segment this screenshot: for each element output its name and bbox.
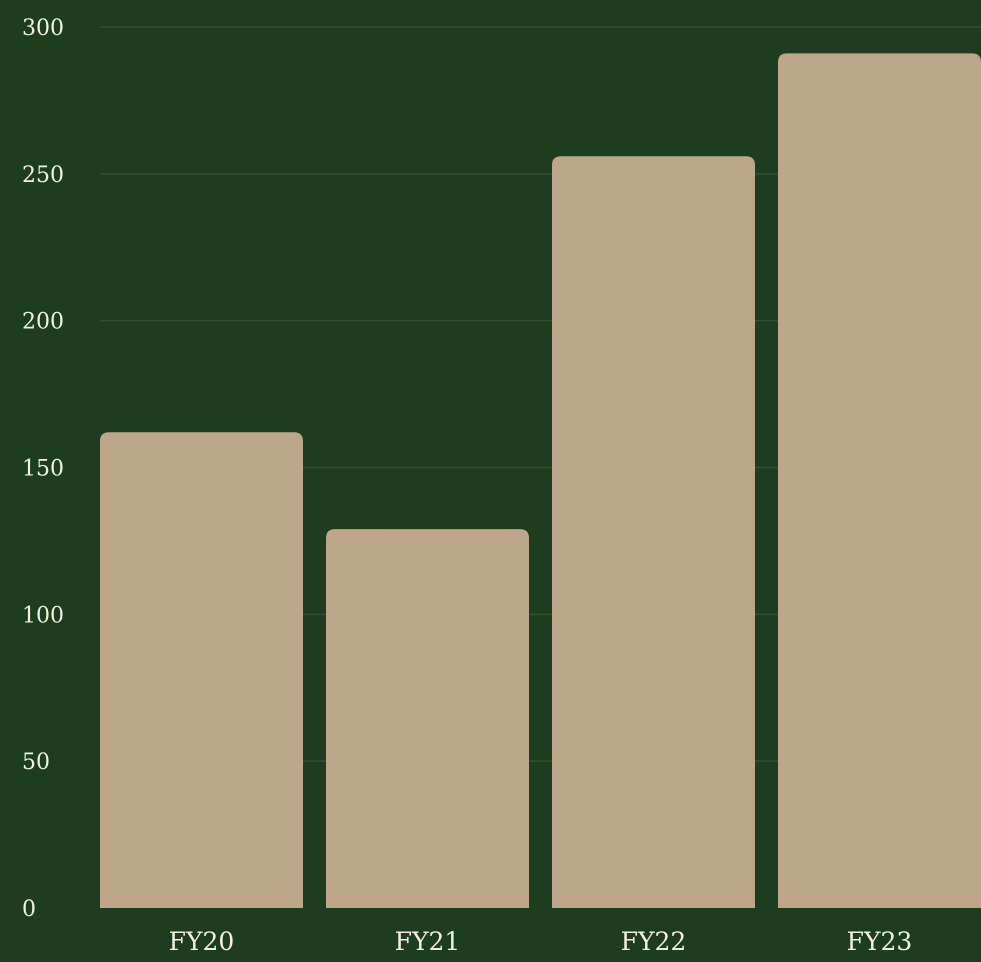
x-category-label: FY22 — [621, 927, 687, 956]
x-category-label: FY23 — [847, 927, 913, 956]
bar-fy23 — [778, 53, 981, 909]
y-axis-ticks: 0 50 100 150 200 250 300 — [22, 16, 64, 922]
y-tick-label: 200 — [22, 310, 64, 335]
y-tick-label: 0 — [22, 897, 36, 922]
bars — [100, 53, 981, 909]
y-tick-label: 50 — [22, 750, 50, 775]
x-category-label: FY20 — [169, 927, 235, 956]
x-axis-labels: FY20 FY21 FY22 FY23 — [169, 927, 913, 956]
y-tick-label: 250 — [22, 163, 64, 188]
y-tick-label: 100 — [22, 603, 64, 628]
bar-fy21 — [326, 529, 529, 908]
y-tick-label: 300 — [22, 16, 64, 41]
x-category-label: FY21 — [395, 927, 461, 956]
bar-fy20 — [100, 432, 303, 908]
bar-fy22 — [552, 156, 755, 909]
y-tick-label: 150 — [22, 457, 64, 482]
